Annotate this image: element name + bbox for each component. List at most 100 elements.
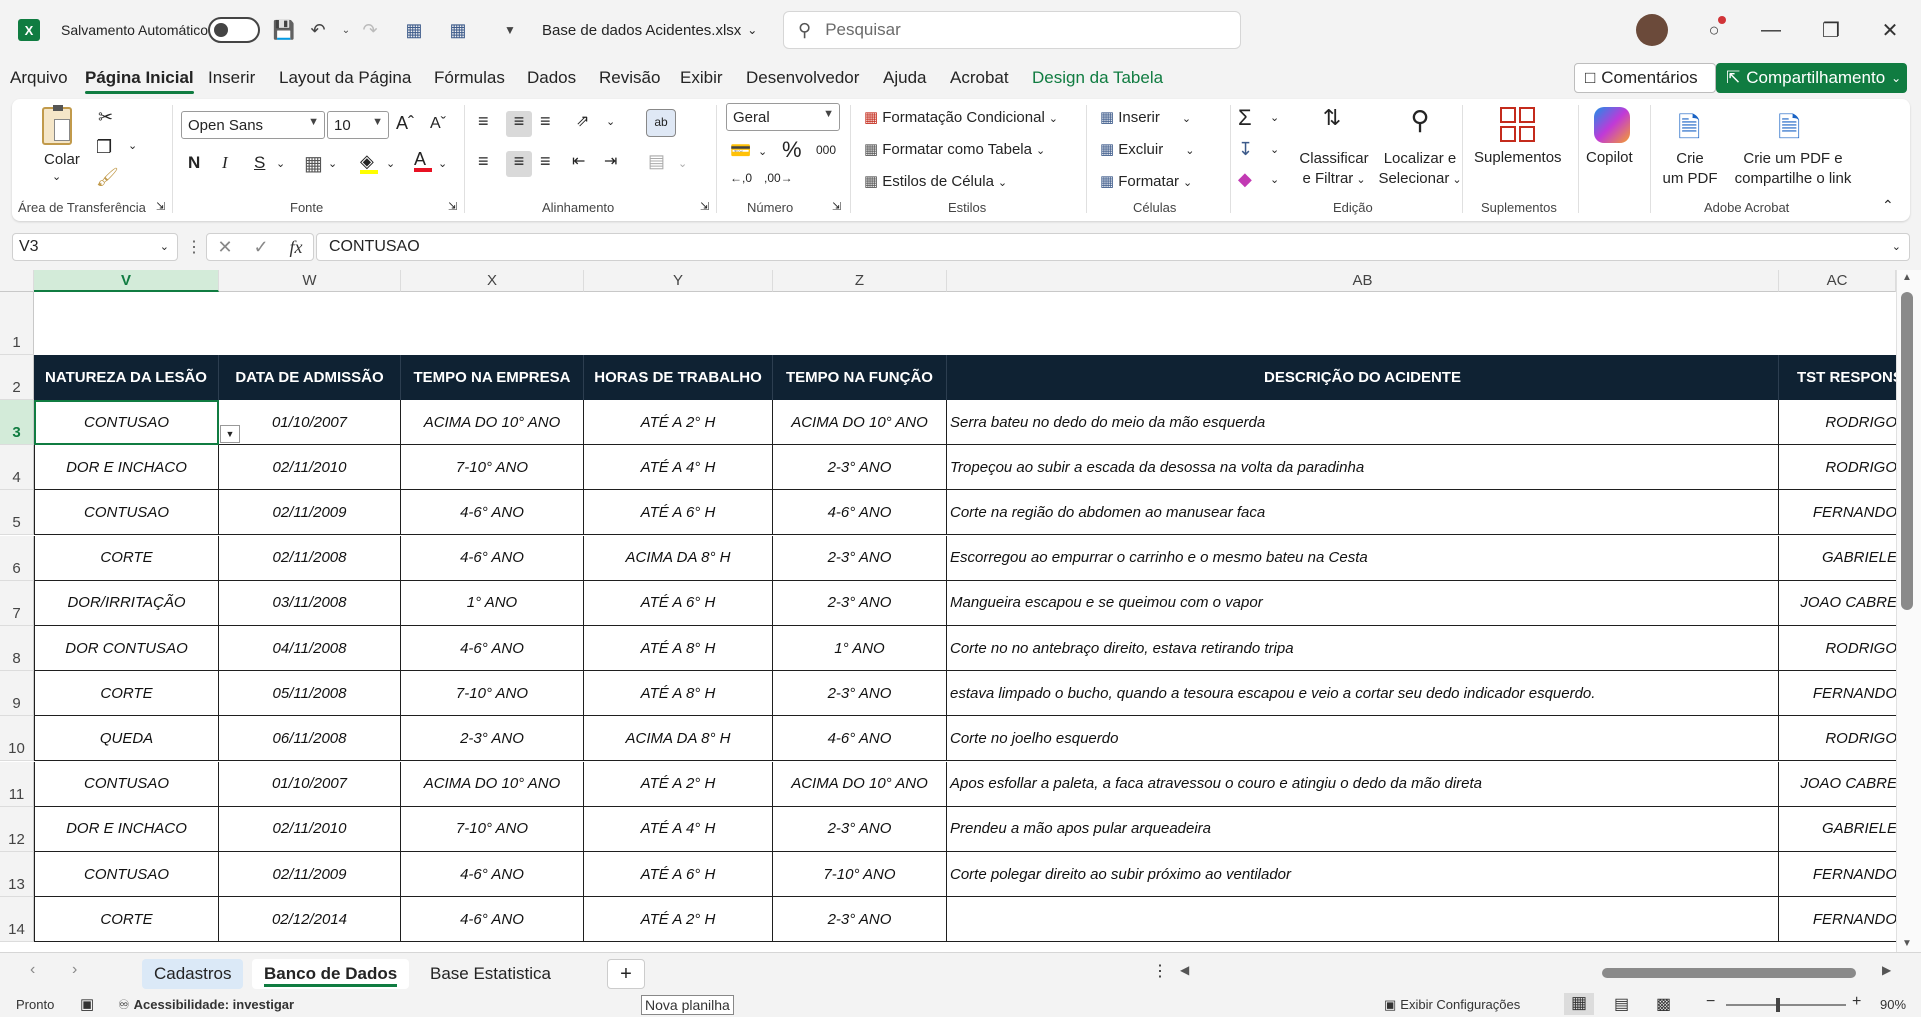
find-select-icon[interactable]: ⚲ — [1410, 105, 1430, 135]
create-pdf-button[interactable]: Crie um PDF — [1662, 150, 1718, 187]
table-cell[interactable]: Tropeçou ao subir a escada da desossa na… — [947, 445, 1779, 491]
format-cells-button[interactable]: ▦ Formatar ⌄ — [1100, 173, 1193, 190]
share-pdf-button[interactable]: Crie um PDF e compartilhe o link — [1734, 150, 1852, 187]
borders-dropdown-icon[interactable]: ⌄ — [328, 158, 338, 170]
font-color-dropdown-icon[interactable]: ⌄ — [438, 158, 448, 170]
currency-dropdown-icon[interactable]: ⌄ — [758, 146, 768, 158]
table-cell[interactable]: DOR CONTUSAO — [34, 626, 219, 671]
table-cell[interactable]: 4-6° ANO — [401, 490, 584, 536]
fill-color-icon[interactable]: ◈ — [360, 151, 378, 174]
table-cell[interactable]: 02/11/2008 — [219, 535, 401, 581]
tab-revisao[interactable]: Revisão — [599, 68, 661, 87]
table-cell[interactable]: RODRIGO — [1779, 716, 1898, 762]
table-cell[interactable]: Serra bateu no dedo do meio da mão esque… — [947, 400, 1779, 445]
thousands-button[interactable]: 000 — [816, 143, 837, 157]
save-icon[interactable]: 💾 — [272, 19, 296, 40]
column-header-y[interactable]: Y — [584, 270, 773, 292]
pivot-icon[interactable]: ▦ — [449, 19, 467, 40]
row-header-11[interactable]: 11 — [0, 761, 34, 807]
column-header-v[interactable]: V — [34, 270, 219, 292]
sheet-tab-cadastros[interactable]: Cadastros — [142, 959, 244, 989]
alignment-launcher-icon[interactable]: ⇲ — [700, 201, 710, 213]
table-cell[interactable]: Escorregou ao empurrar o carrinho e o me… — [947, 535, 1779, 581]
customize-toolbar-icon[interactable]: ▼ — [504, 23, 516, 37]
tab-layout-da-pagina[interactable]: Layout da Página — [279, 68, 412, 87]
row-header-1[interactable]: 1 — [0, 292, 34, 355]
column-header-w[interactable]: W — [219, 270, 401, 292]
find-select-button[interactable]: Localizar e Selecionar ⌄ — [1378, 150, 1462, 187]
table-cell[interactable]: RODRIGO — [1779, 445, 1898, 491]
table-cell[interactable]: Corte na região do abdomen ao manusear f… — [947, 490, 1779, 536]
scroll-down-icon[interactable]: ▼ — [1902, 938, 1912, 949]
cut-icon[interactable]: ✂ — [98, 107, 114, 127]
table-header-cell[interactable]: TST RESPONS — [1779, 355, 1919, 400]
table-cell[interactable]: 01/10/2007 — [219, 761, 401, 807]
fill-color-dropdown-icon[interactable]: ⌄ — [386, 158, 396, 170]
table-cell[interactable]: 2-3° ANO — [401, 716, 584, 762]
font-size-select[interactable]: 10 ▼ — [327, 111, 389, 139]
tab-pagina-inicial[interactable]: Página Inicial — [85, 68, 194, 94]
table-cell[interactable]: 2-3° ANO — [773, 671, 947, 717]
sheet-options-icon[interactable]: ⋮ — [1152, 963, 1168, 980]
addins-button[interactable]: Suplementos — [1474, 149, 1562, 166]
table-cell[interactable]: Mangueira escapou e se queimou com o vap… — [947, 580, 1779, 626]
table-cell[interactable]: CONTUSAO — [34, 761, 219, 807]
cell-dropdown-icon[interactable]: ▼ — [220, 425, 240, 443]
table-cell[interactable]: ATÉ A 8° H — [584, 671, 773, 717]
table-cell[interactable]: ACIMA DO 10° ANO — [401, 400, 584, 445]
wrap-text-icon[interactable]: ab — [646, 109, 676, 137]
macro-record-icon[interactable]: ▣ — [80, 996, 95, 1013]
redo-icon[interactable]: ↷ — [362, 19, 378, 40]
decrease-font-icon[interactable]: Aˇ — [430, 115, 446, 132]
next-sheet-icon[interactable]: › — [72, 961, 78, 978]
table-cell[interactable]: 02/12/2014 — [219, 897, 401, 943]
table-cell[interactable]: ATÉ A 2° H — [584, 897, 773, 943]
table-cell[interactable]: 06/11/2008 — [219, 716, 401, 762]
minimize-icon[interactable]: — — [1761, 18, 1781, 41]
table-cell[interactable]: FERNANDO — [1779, 897, 1898, 943]
column-header-z[interactable]: Z — [773, 270, 947, 292]
share-button[interactable]: ⇱ Compartilhamento ⌄ — [1716, 63, 1907, 93]
fill-dropdown-icon[interactable]: ⌄ — [1270, 144, 1280, 156]
table-cell[interactable]: ACIMA DO 10° ANO — [773, 761, 947, 807]
table-header-cell[interactable]: NATUREZA DA LESÃO — [34, 355, 219, 400]
table-cell[interactable]: 04/11/2008 — [219, 626, 401, 671]
table-cell[interactable]: ACIMA DO 10° ANO — [401, 761, 584, 807]
table-cell[interactable]: 4-6° ANO — [773, 716, 947, 762]
font-name-select[interactable]: Open Sans ▼ — [181, 111, 325, 139]
table-cell[interactable]: 2-3° ANO — [773, 535, 947, 581]
zoom-level[interactable]: 90% — [1880, 997, 1907, 1012]
scroll-left-icon[interactable]: ◀ — [1180, 963, 1190, 977]
row-header-8[interactable]: 8 — [0, 626, 34, 671]
table-cell[interactable]: 02/11/2009 — [219, 852, 401, 897]
table-cell[interactable]: Corte no no antebraço direito, estava re… — [947, 626, 1779, 671]
table-cell[interactable]: 02/11/2010 — [219, 806, 401, 852]
fill-icon[interactable]: ↧ — [1238, 139, 1254, 159]
table-cell[interactable]: Apos esfollar a paleta, a faca atravesso… — [947, 761, 1779, 807]
avatar[interactable] — [1636, 0, 1668, 60]
paste-icon[interactable] — [42, 105, 78, 149]
paste-dropdown-icon[interactable]: ⌄ — [52, 171, 62, 183]
table-cell[interactable]: GABRIELE — [1779, 535, 1898, 581]
copy-icon[interactable]: ❐ — [96, 137, 113, 157]
merge-dropdown-icon[interactable]: ⌄ — [678, 158, 688, 170]
row-header-12[interactable]: 12 — [0, 806, 34, 852]
table-cell[interactable]: GABRIELE — [1779, 806, 1898, 852]
table-cell[interactable]: CONTUSAO — [34, 852, 219, 897]
column-header-ac[interactable]: AC — [1779, 270, 1896, 292]
align-center-icon[interactable]: ≡ — [506, 151, 532, 177]
table-cell[interactable]: DOR/IRRITAÇÃO — [34, 580, 219, 626]
tab-exibir[interactable]: Exibir — [680, 68, 723, 87]
page-layout-view-icon[interactable]: ▤ — [1614, 996, 1630, 1013]
table-cell[interactable]: 2-3° ANO — [773, 445, 947, 491]
row-header-4[interactable]: 4 — [0, 445, 34, 491]
row-header-14[interactable]: 14 — [0, 897, 34, 943]
align-middle-icon[interactable]: ≡ — [506, 111, 532, 137]
clear-dropdown-icon[interactable]: ⌄ — [1270, 174, 1280, 186]
table-cell[interactable]: ATÉ A 6° H — [584, 852, 773, 897]
sheet-tab-base-estatistica[interactable]: Base Estatistica — [430, 964, 551, 983]
table-cell[interactable]: estava limpado o bucho, quando a tesoura… — [947, 671, 1779, 717]
table-cell[interactable]: Prendeu a mão apos pular arqueadeira — [947, 806, 1779, 852]
table-cell[interactable]: 01/10/2007 — [219, 400, 401, 445]
undo-dropdown-icon[interactable]: ⌄ — [341, 24, 351, 36]
